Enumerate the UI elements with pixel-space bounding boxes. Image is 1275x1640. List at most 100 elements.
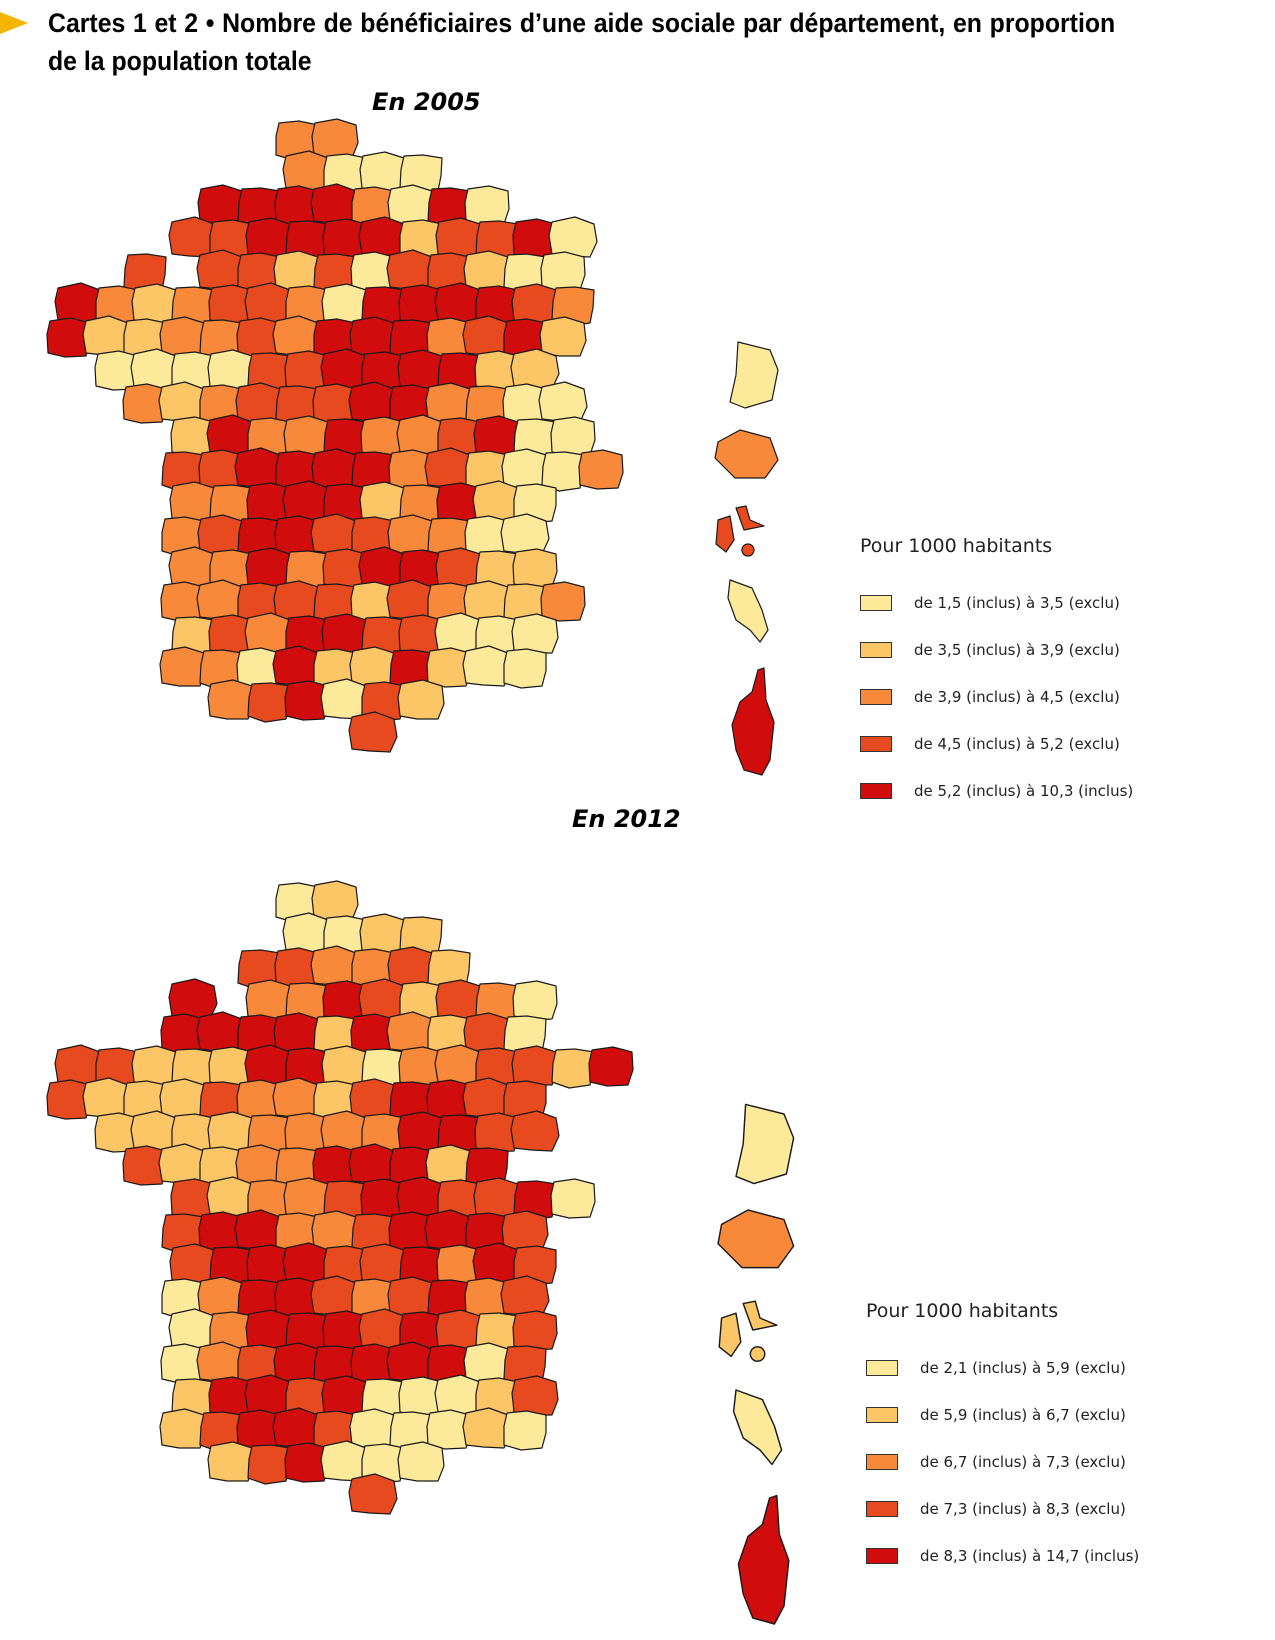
department-region bbox=[361, 681, 405, 722]
department-region bbox=[513, 483, 557, 524]
department-region bbox=[159, 1408, 207, 1449]
department-region bbox=[311, 1210, 359, 1251]
department-region bbox=[541, 451, 585, 492]
department-region bbox=[462, 1407, 512, 1449]
department-region bbox=[273, 1012, 321, 1053]
department-region bbox=[512, 980, 558, 1021]
department-region bbox=[397, 679, 445, 720]
department-region bbox=[435, 547, 483, 588]
department-region bbox=[131, 283, 179, 324]
legend-swatch bbox=[866, 1500, 898, 1517]
department-region bbox=[511, 613, 559, 654]
legend-item: de 2,1 (inclus) à 5,9 (exclu) bbox=[866, 1344, 1139, 1391]
department-region bbox=[159, 646, 207, 687]
legend-swatch bbox=[860, 782, 892, 799]
department-region bbox=[273, 1342, 321, 1383]
department-region bbox=[425, 1144, 473, 1185]
department-region bbox=[550, 416, 596, 457]
department-region bbox=[473, 415, 521, 456]
department-region bbox=[122, 383, 168, 424]
department-region bbox=[578, 449, 624, 490]
department-region bbox=[387, 514, 435, 555]
legend-swatch bbox=[860, 688, 892, 705]
department-region bbox=[207, 679, 255, 720]
map-2012-overseas bbox=[717, 1103, 795, 1625]
department-region bbox=[397, 1111, 445, 1152]
department-region bbox=[361, 1443, 405, 1484]
department-region bbox=[462, 645, 512, 687]
department-region bbox=[511, 1045, 559, 1086]
department-region bbox=[463, 1342, 511, 1383]
department-region bbox=[321, 1045, 369, 1086]
guadeloupe-region bbox=[718, 1300, 778, 1362]
department-region bbox=[247, 682, 291, 723]
department-region bbox=[463, 1012, 511, 1053]
legend-title: Pour 1000 habitants bbox=[866, 1300, 1059, 1322]
department-region bbox=[283, 415, 331, 456]
martinique-region bbox=[727, 579, 769, 643]
department-region bbox=[474, 1112, 520, 1153]
department-region bbox=[349, 316, 397, 357]
department-region bbox=[503, 648, 547, 689]
department-region bbox=[245, 979, 293, 1020]
department-region bbox=[245, 217, 293, 258]
department-region bbox=[435, 979, 483, 1020]
legend-swatch bbox=[866, 1547, 898, 1564]
department-region bbox=[397, 349, 445, 390]
map-2005-overseas bbox=[714, 341, 779, 776]
department-region bbox=[513, 1180, 557, 1221]
department-region bbox=[207, 349, 255, 390]
department-region bbox=[311, 880, 359, 921]
department-region bbox=[197, 184, 245, 225]
department-region bbox=[349, 646, 397, 687]
department-region bbox=[273, 250, 321, 291]
department-region bbox=[501, 448, 549, 489]
department-region bbox=[159, 316, 207, 357]
department-region bbox=[273, 580, 321, 621]
department-region bbox=[464, 185, 510, 226]
la-reunion-region bbox=[714, 429, 779, 479]
department-region bbox=[387, 946, 435, 987]
department-region bbox=[512, 1310, 558, 1351]
department-region bbox=[426, 1409, 472, 1450]
legend-item: de 7,3 (inclus) à 8,3 (exclu) bbox=[866, 1485, 1139, 1532]
legend-title: Pour 1000 habitants bbox=[860, 535, 1053, 557]
guadeloupe-region bbox=[715, 505, 765, 557]
department-region bbox=[247, 1444, 291, 1485]
department-region bbox=[197, 514, 245, 555]
department-region bbox=[159, 1078, 207, 1119]
department-region bbox=[207, 1441, 255, 1482]
map-2012-title: En 2012 bbox=[572, 805, 681, 833]
department-region bbox=[435, 217, 483, 258]
legend-item: de 3,5 (inclus) à 3,9 (exclu) bbox=[860, 626, 1133, 673]
guyane-region bbox=[729, 341, 779, 409]
department-region bbox=[359, 481, 407, 522]
legend-swatch bbox=[866, 1406, 898, 1423]
department-region bbox=[426, 647, 472, 688]
martinique-region bbox=[732, 1389, 783, 1466]
department-region bbox=[500, 513, 550, 555]
department-region bbox=[473, 1177, 521, 1218]
department-region bbox=[463, 250, 511, 291]
title-arrow-icon bbox=[0, 12, 28, 34]
legend-item: de 8,3 (inclus) à 14,7 (inclus) bbox=[866, 1532, 1139, 1579]
corse-region bbox=[737, 1494, 790, 1625]
department-region bbox=[548, 216, 598, 258]
department-region bbox=[207, 1111, 255, 1152]
department-region bbox=[349, 1078, 397, 1119]
department-region bbox=[513, 1245, 557, 1286]
department-region bbox=[168, 978, 218, 1020]
map-2005-title: En 2005 bbox=[372, 88, 481, 116]
department-region bbox=[540, 251, 586, 292]
department-region bbox=[551, 286, 595, 327]
department-region bbox=[321, 613, 369, 654]
legend-item: de 1,5 (inclus) à 3,5 (exclu) bbox=[860, 579, 1133, 626]
department-region bbox=[435, 1309, 483, 1350]
legend-item: de 6,7 (inclus) à 7,3 (exclu) bbox=[866, 1438, 1139, 1485]
department-region bbox=[311, 118, 359, 159]
department-region bbox=[512, 548, 558, 589]
department-region bbox=[551, 1048, 595, 1089]
department-region bbox=[245, 547, 293, 588]
department-region bbox=[284, 1442, 330, 1483]
legend-swatch bbox=[866, 1359, 898, 1376]
